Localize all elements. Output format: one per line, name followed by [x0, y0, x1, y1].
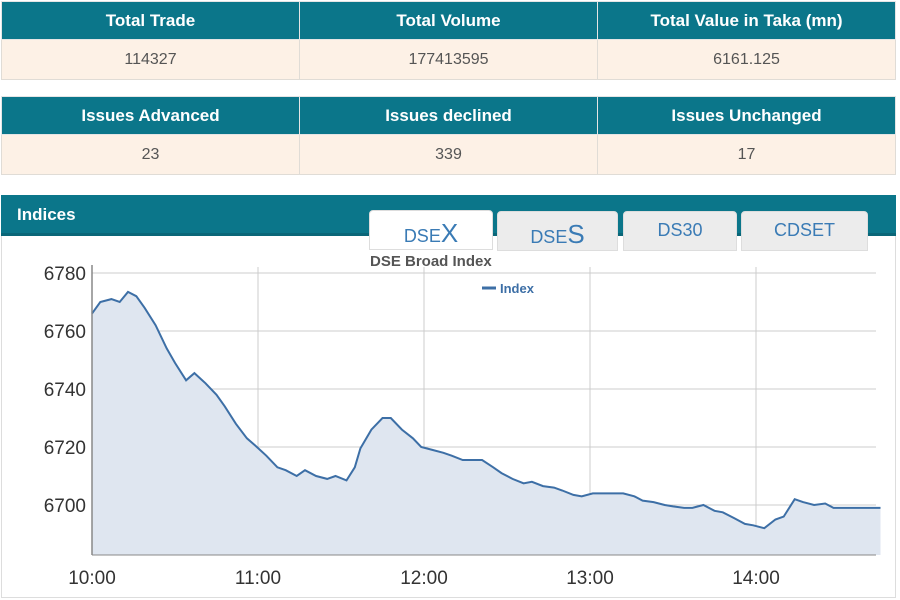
issues-unchanged-value: 17 — [597, 134, 896, 175]
total-volume-value: 177413595 — [299, 39, 598, 80]
header-issues-declined: Issues declined — [299, 96, 598, 135]
tab-label: DS30 — [657, 220, 703, 240]
indices-title: Indices — [17, 205, 76, 224]
header-issues-advanced: Issues Advanced — [1, 96, 300, 135]
y-tick-label: 6740 — [44, 380, 86, 401]
tab-label-suffix: S — [567, 219, 585, 249]
tab-cdset[interactable]: CDSET — [741, 211, 868, 251]
x-tick-label: 12:00 — [400, 568, 448, 589]
tab-dsex[interactable]: DSEX — [369, 210, 493, 250]
x-tick-label: 10:00 — [68, 568, 116, 589]
y-tick-label: 6760 — [44, 322, 86, 343]
tab-dses[interactable]: DSES — [497, 211, 618, 251]
total-trade-value: 114327 — [1, 39, 300, 80]
market-summary-table: Total Trade Total Volume Total Value in Ta… — [1, 1, 896, 80]
header-total-trade: Total Trade — [1, 1, 300, 40]
tab-label-suffix: X — [440, 218, 459, 248]
legend-label: Index — [500, 281, 535, 296]
tab-ds30[interactable]: DS30 — [623, 211, 737, 251]
issues-declined-value: 339 — [299, 134, 598, 175]
chart-title: DSE Broad Index — [370, 253, 492, 270]
tab-label: DSE — [530, 227, 568, 247]
index-area — [92, 291, 881, 555]
x-tick-label: 14:00 — [732, 568, 780, 589]
x-tick-label: 11:00 — [235, 568, 281, 589]
y-tick-label: 6720 — [44, 438, 86, 459]
y-tick-label: 6700 — [44, 496, 86, 517]
header-issues-unchanged: Issues Unchanged — [597, 96, 896, 135]
x-tick-label: 13:00 — [566, 568, 614, 589]
y-tick-label: 6780 — [44, 264, 86, 285]
issues-table: Issues Advanced Issues declined Issues Unc… — [1, 96, 896, 175]
chart-panel — [1, 236, 896, 598]
tab-label: DSE — [403, 226, 441, 246]
tab-label: CDSET — [773, 220, 835, 240]
total-value-taka: 6161.125 — [597, 39, 896, 80]
issues-advanced-value: 23 — [1, 134, 300, 175]
